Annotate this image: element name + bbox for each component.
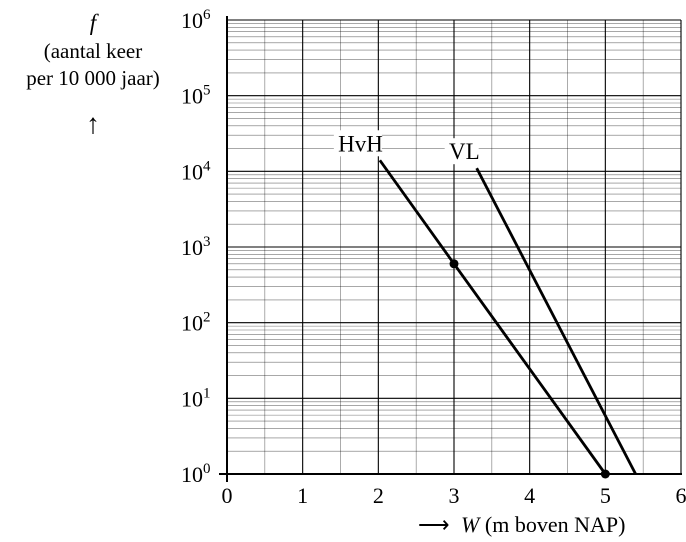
y-tick-label: 105 xyxy=(181,83,211,109)
y-tick-exponent: 0 xyxy=(203,461,211,477)
x-axis-label: ⟶ W (m boven NAP) xyxy=(418,512,625,537)
data-point-marker xyxy=(449,259,459,269)
x-axis-arrow: ⟶ xyxy=(418,512,450,537)
data-point-marker xyxy=(600,469,610,479)
x-tick-label: 1 xyxy=(297,483,308,508)
y-tick-label: 102 xyxy=(181,310,211,336)
y-tick-label: 100 xyxy=(181,461,211,487)
y-tick-exponent: 3 xyxy=(203,234,211,250)
y-tick-base: 10 xyxy=(181,235,203,260)
axes xyxy=(219,16,682,482)
series-label-vl: VL xyxy=(449,139,480,164)
y-tick-exponent: 2 xyxy=(203,310,211,326)
y-tick-exponent: 6 xyxy=(203,7,211,23)
series-line-hvh xyxy=(378,159,607,475)
y-tick-base: 10 xyxy=(181,462,203,487)
x-axis-label-text: (m boven NAP) xyxy=(485,512,626,537)
x-tick-label: 3 xyxy=(449,483,460,508)
y-tick-base: 10 xyxy=(181,159,203,184)
y-tick-base: 10 xyxy=(181,84,203,109)
x-axis-symbol: W xyxy=(461,512,481,537)
y-tick-exponent: 1 xyxy=(203,385,211,401)
y-tick-exponent: 5 xyxy=(203,83,211,99)
y-tick-base: 10 xyxy=(181,386,203,411)
x-tick-label: 2 xyxy=(373,483,384,508)
y-tick-label: 103 xyxy=(181,234,211,260)
y-axis-label-line2: per 10 000 jaar) xyxy=(26,66,160,90)
x-tick-label: 5 xyxy=(600,483,611,508)
series-label-hvh: HvH xyxy=(338,131,383,156)
y-tick-label: 104 xyxy=(181,158,211,184)
y-tick-base: 10 xyxy=(181,8,203,33)
y-axis-label-line1: (aantal keer xyxy=(44,39,143,63)
y-axis-arrow: ↑ xyxy=(86,109,100,140)
y-tick-base: 10 xyxy=(181,311,203,336)
y-axis-symbol: f xyxy=(90,10,100,35)
series-lines: HvH VL xyxy=(333,130,637,479)
series-line-vl xyxy=(475,167,637,475)
x-tick-label: 4 xyxy=(524,483,535,508)
y-tick-exponent: 4 xyxy=(203,158,211,174)
series-label-background xyxy=(444,138,479,165)
y-tick-label: 101 xyxy=(181,385,211,411)
y-tick-label: 106 xyxy=(181,7,211,33)
series-label-background xyxy=(333,130,382,157)
x-tick-label: 6 xyxy=(676,483,686,508)
x-tick-label: 0 xyxy=(222,483,233,508)
